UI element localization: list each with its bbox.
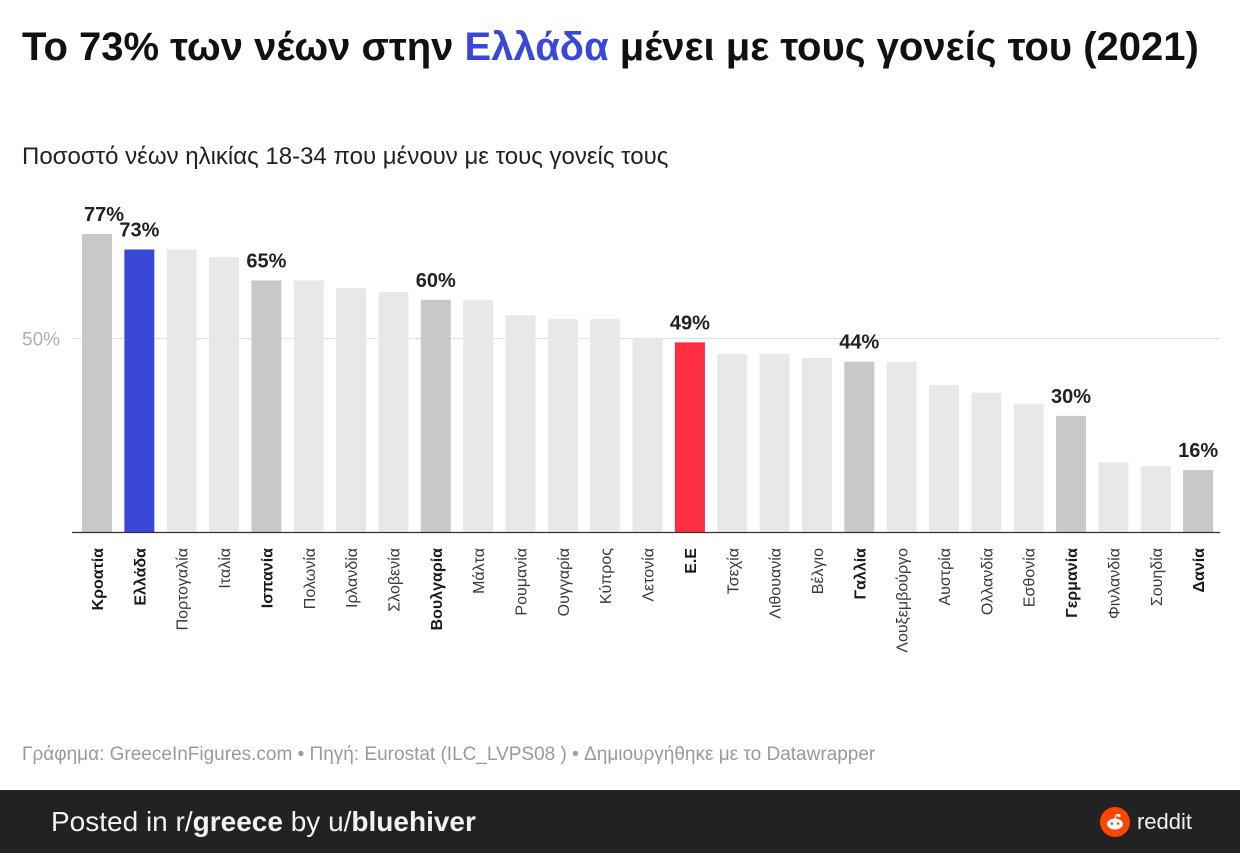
bar-8 — [378, 292, 409, 532]
bar-11 — [505, 315, 536, 532]
title-part2: μένει με τους γονείς του (2021) — [608, 25, 1199, 69]
category-label: Σλοβενία — [386, 548, 403, 612]
category-label: Βουλγαρία — [429, 548, 446, 631]
category-label: Σουηδία — [1149, 548, 1166, 606]
reddit-logo-icon — [1099, 807, 1130, 837]
title-highlight-greece: Ελλάδα — [464, 25, 609, 69]
chart-title: Το 73% των νέων στην Ελλάδα μένει με του… — [22, 20, 1212, 74]
bar-1 — [82, 234, 112, 532]
chart-subtitle: Ποσοστό νέων ηλικίας 18-34 που μένουν με… — [22, 143, 669, 170]
bar-value-label: 16% — [1178, 440, 1218, 462]
bar-6 — [293, 280, 324, 532]
bar-value-label: 77% — [84, 204, 124, 226]
bar-5 — [251, 280, 282, 532]
y-tick-label: 50% — [22, 329, 60, 350]
reddit-wordmark: reddit — [1136, 809, 1192, 834]
bar-value-label: 30% — [1051, 386, 1091, 408]
bar-chart: 50% 77% Κροατία 73% Ελλάδα Πορτογαλία Ιταλία 65… — [22, 204, 1220, 653]
category-label: Λετονία — [641, 548, 658, 602]
bar-7 — [336, 288, 367, 532]
category-label: Ρουμανία — [514, 548, 531, 616]
bar-25 — [1098, 462, 1129, 532]
category-label: Γερμανία — [1064, 548, 1081, 618]
category-label: Τσεχία — [725, 548, 742, 594]
posted-in-text: Posted in r/greece by u/bluehiver — [51, 806, 476, 838]
category-label: Πολωνία — [302, 548, 319, 609]
bar-18 — [801, 357, 832, 532]
bar-21 — [929, 384, 959, 532]
title-part1: Το 73% των νέων στην — [22, 25, 465, 69]
category-label: Ελλάδα — [132, 548, 149, 606]
category-label: Ουγγαρία — [556, 548, 573, 616]
bar-3 — [166, 249, 197, 532]
category-label: Κροατία — [90, 548, 107, 611]
bar-value-label: 49% — [670, 312, 710, 334]
category-label: Γαλλία — [852, 548, 869, 600]
bar-value-label: 60% — [416, 270, 456, 292]
category-label: Εσθονία — [1022, 548, 1039, 607]
bar-15 — [674, 342, 705, 532]
bar-16 — [717, 353, 748, 532]
bar-24 — [1056, 415, 1087, 532]
bar-14 — [632, 338, 663, 532]
bar-19 — [844, 361, 875, 532]
category-label: Φινλανδία — [1106, 548, 1123, 619]
category-label: Κύπρος — [598, 548, 615, 604]
category-label: Λουξεμβούργο — [895, 548, 912, 653]
reddit-brand: reddit — [1099, 807, 1192, 837]
bar-13 — [590, 319, 621, 532]
bar-4 — [209, 257, 240, 532]
reddit-footer: Posted in r/greece by u/bluehiver reddit — [0, 790, 1240, 853]
category-label: Λιθουανία — [768, 548, 785, 619]
bar-value-label: 65% — [246, 250, 286, 272]
category-label: Αυστρία — [937, 548, 954, 606]
user-link[interactable]: bluehiver — [351, 806, 476, 837]
bar-22 — [971, 392, 1002, 532]
category-label: Ιρλανδία — [344, 548, 361, 608]
category-label: Ε.Ε — [683, 548, 700, 574]
category-label: Δανία — [1191, 548, 1208, 593]
posted-by: by u/ — [282, 806, 352, 837]
posted-prefix: Posted in r/ — [51, 806, 193, 837]
bar-20 — [886, 361, 917, 532]
bar-17 — [759, 353, 790, 532]
bar-9 — [420, 299, 451, 532]
bar-27 — [1183, 470, 1214, 532]
bar-value-label: 44% — [839, 332, 879, 354]
category-label: Ισπανία — [259, 548, 276, 608]
bar-10 — [463, 299, 494, 532]
source-note: Γράφημα: GreeceInFigures.com • Πηγή: Eur… — [22, 744, 876, 765]
category-label: Ολλανδία — [979, 548, 996, 615]
bar-12 — [547, 319, 578, 532]
bar-26 — [1140, 466, 1171, 532]
subreddit-link[interactable]: greece — [192, 806, 283, 837]
bar-2 — [124, 249, 155, 532]
bar-value-label: 73% — [119, 219, 159, 241]
category-label: Βέλγιο — [810, 548, 827, 594]
category-label: Μάλτα — [471, 548, 488, 594]
category-label: Πορτογαλία — [175, 548, 192, 630]
bar-23 — [1013, 404, 1044, 532]
category-label: Ιταλία — [217, 548, 234, 589]
